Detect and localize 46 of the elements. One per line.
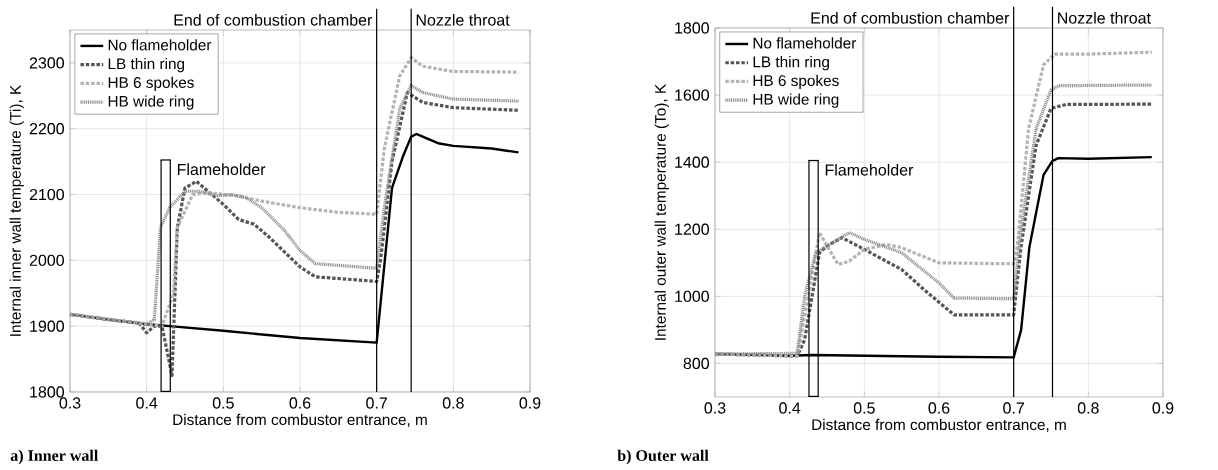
legend-label: HB wide ring	[753, 93, 839, 108]
legend-label: No flameholder	[108, 39, 212, 51]
x-axis-title: Distance from combustor entrance, m	[173, 413, 427, 427]
x-tick-label: 0.5	[212, 397, 234, 409]
x-tick-label: 0.7	[366, 397, 387, 409]
x-axis-title: Distance from combustor entrance, m	[812, 418, 1066, 432]
y-tick-label: 1800	[30, 386, 65, 398]
y-axis-title: Internal outer wall temperature (To), K	[654, 84, 669, 340]
x-tick-label: 0.8	[442, 397, 464, 409]
legend-label: HB 6 spokes	[108, 76, 194, 91]
y-axis-title: Internal inner wall temperature (Ti), K	[9, 84, 24, 336]
annotation: Flameholder	[177, 163, 266, 176]
y-tick-label: 1900	[30, 320, 65, 332]
x-tick-label: 0.9	[519, 397, 541, 409]
y-tick-label: 1400	[675, 156, 709, 168]
ref-line-label: End of combustion chamber	[811, 11, 1010, 24]
y-tick-label: 2300	[29, 57, 65, 69]
y-tick-label: 1200	[675, 223, 709, 235]
y-tick-label: 2000	[29, 254, 65, 267]
annotation: Flameholder	[825, 163, 914, 176]
x-tick-label: 0.6	[928, 402, 950, 414]
legend-label: LB thin ring	[753, 56, 829, 71]
x-tick-label: 0.6	[289, 397, 311, 409]
x-tick-label: 0.4	[136, 397, 158, 409]
text: a) Inner wall	[10, 449, 98, 465]
x-tick-label: 0.7	[1003, 402, 1024, 414]
y-tick-label: 1600	[675, 89, 709, 101]
y-tick-label: 2200	[29, 123, 65, 135]
legend-label: HB wide ring	[108, 95, 194, 110]
ref-line-label: Nozzle throat	[1058, 11, 1151, 24]
y-tick-label: 800	[683, 357, 709, 370]
x-tick-label: 0.4	[779, 402, 801, 414]
x-tick-label: 0.5	[853, 402, 875, 414]
ref-line-label: Nozzle throat	[416, 13, 510, 26]
y-tick-label: 2100	[29, 188, 65, 201]
legend-label: HB 6 spokes	[753, 74, 839, 90]
y-tick-label: 1800	[675, 22, 709, 34]
legend-label: No flameholder	[753, 37, 857, 49]
x-tick-label: 0.8	[1077, 402, 1099, 414]
x-tick-label: 0.3	[59, 397, 81, 409]
legend-label: LB thin ring	[108, 57, 185, 73]
x-tick-label: 0.3	[704, 402, 726, 414]
y-tick-label: 1000	[675, 290, 709, 303]
x-tick-label: 0.9	[1152, 402, 1174, 414]
text: b) Outer wall	[617, 449, 709, 465]
ref-line-label: End of combustion chamber	[174, 13, 373, 26]
